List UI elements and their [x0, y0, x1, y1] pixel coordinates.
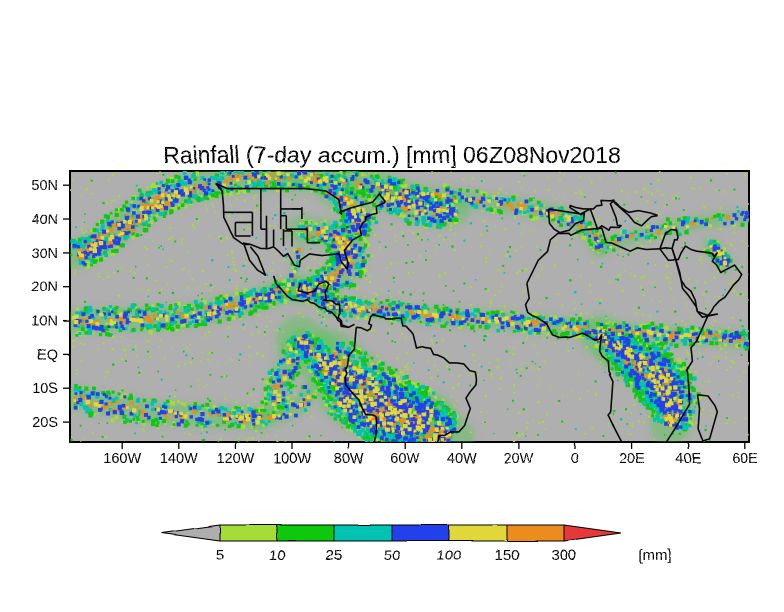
svg-text:Rainfall (7-day accum.) [mm] 0: Rainfall (7-day accum.) [mm] 06Z08Nov201…	[163, 142, 621, 168]
